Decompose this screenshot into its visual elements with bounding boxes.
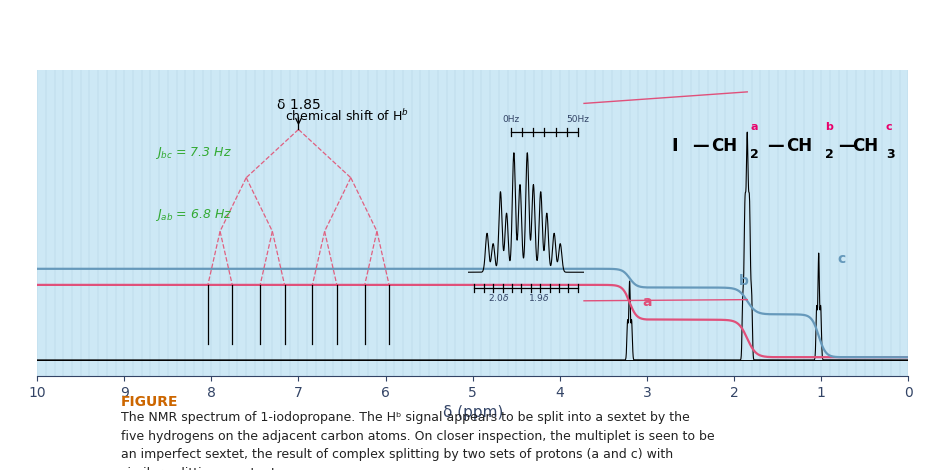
Text: δ 1.85: δ 1.85 (276, 98, 321, 112)
Text: 3: 3 (886, 148, 895, 161)
Text: c: c (837, 252, 845, 266)
Text: 2: 2 (825, 148, 834, 161)
Text: a: a (642, 295, 653, 309)
Text: FIGURE: FIGURE (121, 395, 178, 409)
Text: $J_{ab}$ = 6.8 Hz: $J_{ab}$ = 6.8 Hz (155, 207, 232, 223)
Text: —: — (767, 137, 783, 155)
Text: chemical shift of H$^b$: chemical shift of H$^b$ (286, 108, 410, 124)
Text: 1.9$\delta$: 1.9$\delta$ (528, 292, 550, 303)
Text: —: — (838, 137, 855, 155)
Text: I: I (671, 137, 678, 155)
Text: $J_{bc}$ = 7.3 Hz: $J_{bc}$ = 7.3 Hz (155, 145, 232, 161)
Text: c: c (886, 122, 893, 132)
Text: The NMR spectrum of 1-iodopropane. The Hᵇ signal appears to be split into a sext: The NMR spectrum of 1-iodopropane. The H… (121, 411, 714, 470)
Text: 0Hz: 0Hz (502, 115, 519, 124)
Text: 2.0$\delta$: 2.0$\delta$ (488, 292, 509, 303)
Text: b: b (739, 274, 748, 288)
Text: a: a (750, 122, 758, 132)
Text: 2: 2 (750, 148, 759, 161)
Text: —: — (692, 137, 708, 155)
Text: CH: CH (786, 137, 812, 155)
Text: CH: CH (711, 137, 737, 155)
Text: CH: CH (853, 137, 879, 155)
Text: 50Hz: 50Hz (566, 115, 590, 124)
Text: b: b (825, 122, 833, 132)
X-axis label: δ (ppm): δ (ppm) (442, 405, 503, 420)
